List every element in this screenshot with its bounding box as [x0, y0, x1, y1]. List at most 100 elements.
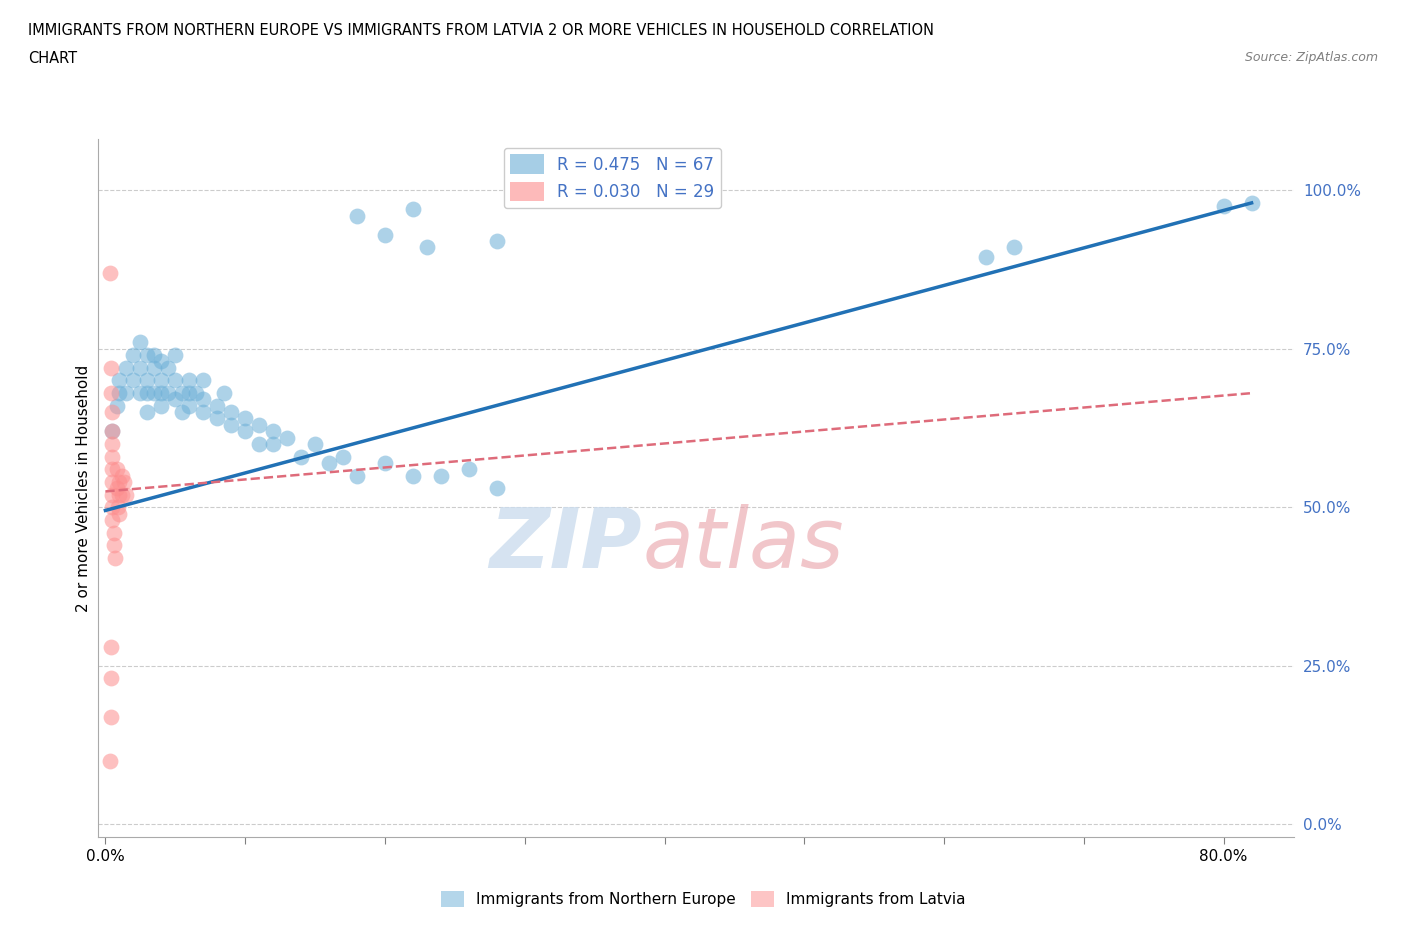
- Point: [157, 386, 180, 401]
- Point: [1240, 195, 1263, 210]
- Point: [1212, 199, 1234, 214]
- Point: [247, 436, 270, 451]
- Point: [108, 386, 131, 401]
- Point: [150, 373, 173, 388]
- Point: [111, 468, 134, 483]
- Point: [143, 348, 166, 363]
- Point: [101, 474, 124, 489]
- Point: [150, 398, 173, 413]
- Text: atlas: atlas: [643, 503, 844, 585]
- Point: [115, 386, 138, 401]
- Point: [98, 265, 121, 280]
- Point: [129, 335, 152, 350]
- Point: [101, 487, 124, 502]
- Point: [172, 386, 194, 401]
- Point: [100, 709, 122, 724]
- Point: [105, 398, 128, 413]
- Point: [304, 436, 326, 451]
- Point: [136, 348, 159, 363]
- Point: [103, 538, 125, 552]
- Legend: R = 0.475   N = 67, R = 0.030   N = 29: R = 0.475 N = 67, R = 0.030 N = 29: [503, 148, 721, 208]
- Point: [111, 487, 134, 502]
- Point: [108, 487, 131, 502]
- Point: [290, 449, 312, 464]
- Point: [101, 462, 124, 477]
- Point: [143, 360, 166, 375]
- Point: [136, 373, 159, 388]
- Point: [374, 456, 396, 471]
- Point: [186, 386, 208, 401]
- Point: [100, 360, 122, 375]
- Point: [100, 639, 122, 654]
- Point: [374, 227, 396, 242]
- Point: [101, 405, 124, 419]
- Point: [457, 462, 479, 477]
- Point: [247, 418, 270, 432]
- Point: [165, 348, 187, 363]
- Point: [262, 424, 284, 439]
- Point: [105, 462, 128, 477]
- Point: [150, 354, 173, 369]
- Point: [193, 373, 215, 388]
- Point: [416, 240, 439, 255]
- Point: [100, 386, 122, 401]
- Point: [172, 405, 194, 419]
- Point: [346, 208, 368, 223]
- Point: [212, 386, 235, 401]
- Point: [115, 487, 138, 502]
- Point: [101, 499, 124, 514]
- Point: [143, 386, 166, 401]
- Point: [112, 474, 135, 489]
- Point: [129, 360, 152, 375]
- Point: [108, 373, 131, 388]
- Point: [107, 499, 129, 514]
- Point: [346, 468, 368, 483]
- Text: CHART: CHART: [28, 51, 77, 66]
- Point: [179, 373, 201, 388]
- Point: [485, 481, 508, 496]
- Point: [262, 436, 284, 451]
- Point: [402, 202, 425, 217]
- Point: [115, 360, 138, 375]
- Point: [105, 481, 128, 496]
- Point: [485, 233, 508, 248]
- Point: [101, 424, 124, 439]
- Point: [179, 398, 201, 413]
- Point: [157, 360, 180, 375]
- Point: [150, 386, 173, 401]
- Point: [101, 512, 124, 527]
- Text: IMMIGRANTS FROM NORTHERN EUROPE VS IMMIGRANTS FROM LATVIA 2 OR MORE VEHICLES IN : IMMIGRANTS FROM NORTHERN EUROPE VS IMMIG…: [28, 23, 934, 38]
- Point: [101, 449, 124, 464]
- Point: [193, 392, 215, 407]
- Point: [101, 424, 124, 439]
- Point: [332, 449, 354, 464]
- Point: [276, 430, 298, 445]
- Point: [108, 506, 131, 521]
- Point: [136, 386, 159, 401]
- Point: [122, 348, 145, 363]
- Point: [430, 468, 453, 483]
- Text: ZIP: ZIP: [489, 503, 643, 585]
- Point: [100, 671, 122, 686]
- Point: [165, 392, 187, 407]
- Point: [98, 753, 121, 768]
- Point: [402, 468, 425, 483]
- Point: [136, 405, 159, 419]
- Point: [165, 373, 187, 388]
- Point: [207, 411, 229, 426]
- Point: [1002, 240, 1025, 255]
- Point: [233, 424, 256, 439]
- Y-axis label: 2 or more Vehicles in Household: 2 or more Vehicles in Household: [76, 365, 91, 612]
- Legend: Immigrants from Northern Europe, Immigrants from Latvia: Immigrants from Northern Europe, Immigra…: [434, 884, 972, 913]
- Point: [122, 373, 145, 388]
- Point: [103, 525, 125, 540]
- Point: [219, 418, 242, 432]
- Point: [108, 474, 131, 489]
- Point: [318, 456, 340, 471]
- Point: [129, 386, 152, 401]
- Point: [219, 405, 242, 419]
- Point: [101, 436, 124, 451]
- Point: [233, 411, 256, 426]
- Point: [207, 398, 229, 413]
- Text: Source: ZipAtlas.com: Source: ZipAtlas.com: [1244, 51, 1378, 64]
